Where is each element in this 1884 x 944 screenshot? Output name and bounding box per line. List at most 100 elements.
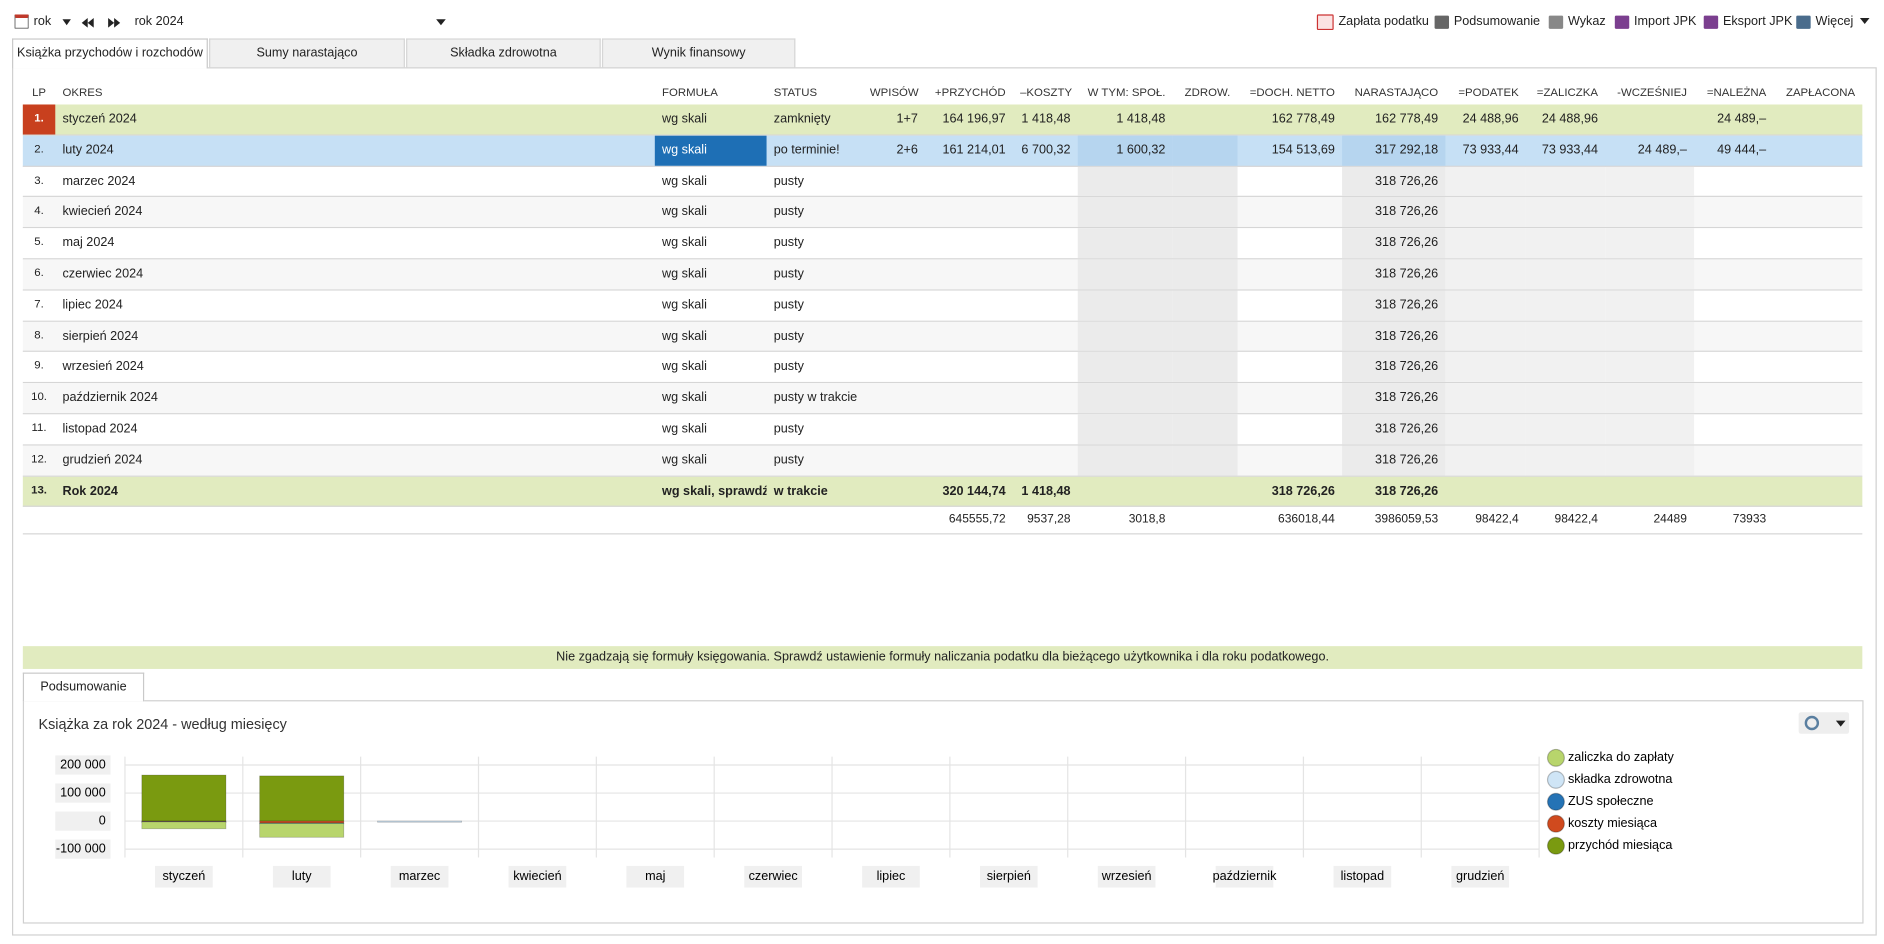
table-cell: 24 488,96 — [1541, 111, 1598, 127]
legend-label: ZUS społeczne — [1568, 794, 1654, 808]
action-label: Wykaz — [1567, 14, 1606, 29]
bar-segment — [377, 820, 462, 823]
sum-cell: 636018,44 — [1278, 513, 1335, 527]
table-cell: 318 726,26 — [1342, 290, 1446, 321]
table-cell: grudzień 2024 — [62, 452, 143, 467]
table-cell: pusty — [773, 173, 804, 189]
table-cell — [1525, 383, 1606, 414]
column-header: =ZALICZKA — [1536, 86, 1598, 100]
sum-cell: 73933 — [1732, 513, 1767, 527]
x-tick-label: luty — [292, 869, 312, 883]
prev-button[interactable] — [81, 18, 94, 28]
table-cell — [1525, 445, 1606, 476]
tab[interactable]: Książka przychodów i rozchodów — [12, 38, 208, 69]
column-header: FORMUŁA — [662, 86, 718, 100]
y-tick-label: 0 — [99, 813, 106, 827]
table-row[interactable] — [22, 104, 1863, 136]
period-type-select[interactable]: rok — [14, 13, 51, 30]
period-dropdown[interactable] — [435, 18, 447, 28]
column-header: WPISÓW — [869, 86, 919, 100]
table-cell — [1605, 290, 1695, 321]
table-cell: styczeń 2024 — [62, 111, 137, 127]
tab[interactable]: Składka zdrowotna — [406, 38, 601, 68]
table-cell — [1172, 259, 1238, 290]
table-cell: 162 778,49 — [1375, 111, 1439, 127]
sum-cell: 3018,8 — [1128, 513, 1166, 527]
table-cell: wg skali — [662, 421, 707, 436]
table-cell — [1077, 321, 1173, 352]
legend-label: przychód miesiąca — [1568, 838, 1673, 852]
legend-label: koszty miesiąca — [1568, 816, 1658, 830]
table-cell: 162 778,49 — [1271, 111, 1335, 127]
table-cell: 2. — [34, 142, 44, 156]
column-header: W TYM: SPOŁ. — [1087, 86, 1166, 100]
table-cell: 1+7 — [896, 111, 918, 127]
x-tick-label: lipiec — [877, 869, 906, 883]
category-label-bg — [1333, 865, 1392, 888]
category-label-bg — [508, 865, 567, 888]
action-button[interactable]: Podsumowanie — [1434, 13, 1540, 30]
table-cell — [1445, 259, 1526, 290]
table-cell: kwiecień 2024 — [62, 204, 143, 220]
x-tick-label: grudzień — [1456, 869, 1504, 883]
table-cell — [1445, 197, 1526, 228]
column-header: LP — [32, 86, 47, 100]
action-label: Import JPK — [1634, 14, 1697, 29]
table-cell: 318 726,26 — [1342, 414, 1446, 445]
table-cell: wrzesień 2024 — [62, 359, 144, 374]
table-cell: marzec 2024 — [62, 173, 136, 189]
column-header: OKRES — [62, 86, 103, 100]
next-button[interactable] — [108, 18, 121, 28]
action-button[interactable]: Wykaz — [1548, 13, 1606, 30]
table-cell: październik 2024 — [62, 390, 158, 405]
icon — [1796, 15, 1811, 29]
table-cell — [1525, 414, 1606, 445]
action-button[interactable]: Import JPK — [1614, 13, 1697, 30]
table-cell — [1605, 383, 1695, 414]
x-tick-label: wrzesień — [1101, 869, 1152, 883]
table-cell — [1525, 290, 1606, 321]
table-cell — [1445, 352, 1526, 383]
tab[interactable]: Wynik finansowy — [601, 38, 796, 68]
period-select[interactable]: rok 2024 — [135, 13, 450, 30]
table-cell — [1525, 352, 1606, 383]
table-cell — [1172, 228, 1238, 259]
action-button[interactable]: Eksport JPK — [1703, 13, 1792, 30]
period-type: rok — [33, 14, 52, 29]
table-cell: 10. — [31, 390, 47, 404]
table-cell: wg skali — [654, 135, 767, 166]
table-cell: 318 726,26 — [1271, 483, 1335, 498]
table-cell — [1605, 166, 1695, 197]
legend-marker — [1546, 770, 1565, 789]
table-cell — [1077, 259, 1173, 290]
action-button[interactable]: Więcej — [1796, 13, 1870, 30]
table-cell: 2+6 — [896, 142, 918, 158]
x-tick-label: październik — [1213, 869, 1277, 883]
action-label: Zapłata podatku — [1338, 14, 1429, 29]
table-cell: wg skali — [662, 173, 707, 189]
table-cell: 73 933,44 — [1462, 142, 1519, 158]
icon — [1614, 15, 1630, 29]
x-tick-label: marzec — [399, 869, 440, 883]
table-cell: wg skali — [662, 235, 707, 251]
legend-marker — [1546, 814, 1565, 833]
table-cell — [1525, 197, 1606, 228]
table-cell: 24 488,96 — [1462, 111, 1519, 127]
tab[interactable]: Sumy narastająco — [209, 38, 405, 68]
panel-tab[interactable]: Podsumowanie — [22, 672, 145, 702]
category-label-bg — [390, 865, 449, 888]
table-cell — [1605, 352, 1695, 383]
period-nav — [62, 18, 121, 28]
table-cell: 49 444,– — [1717, 142, 1767, 158]
table-row[interactable] — [22, 476, 1863, 508]
dropdown-arrow[interactable] — [62, 19, 71, 26]
tick-label-bg — [55, 755, 111, 775]
action-button[interactable]: Zapłata podatku — [1316, 13, 1429, 30]
table-cell: 318 726,26 — [1375, 483, 1439, 498]
table-row[interactable] — [22, 135, 1863, 167]
table-cell: czerwiec 2024 — [62, 266, 144, 282]
sum-cell: 9537,28 — [1027, 513, 1071, 527]
tick-label-bg — [55, 839, 111, 859]
legend-label: składka zdrowotna — [1568, 772, 1673, 786]
category-label-bg — [979, 865, 1038, 888]
